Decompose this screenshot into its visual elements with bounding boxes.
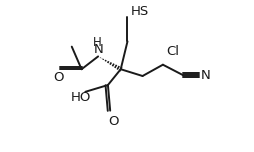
Text: H: H: [93, 36, 101, 49]
Text: N: N: [93, 43, 103, 56]
Text: HO: HO: [70, 91, 91, 104]
Text: O: O: [108, 115, 119, 128]
Text: Cl: Cl: [165, 45, 178, 58]
Text: HS: HS: [130, 5, 148, 18]
Text: O: O: [53, 71, 63, 84]
Text: N: N: [200, 69, 210, 82]
